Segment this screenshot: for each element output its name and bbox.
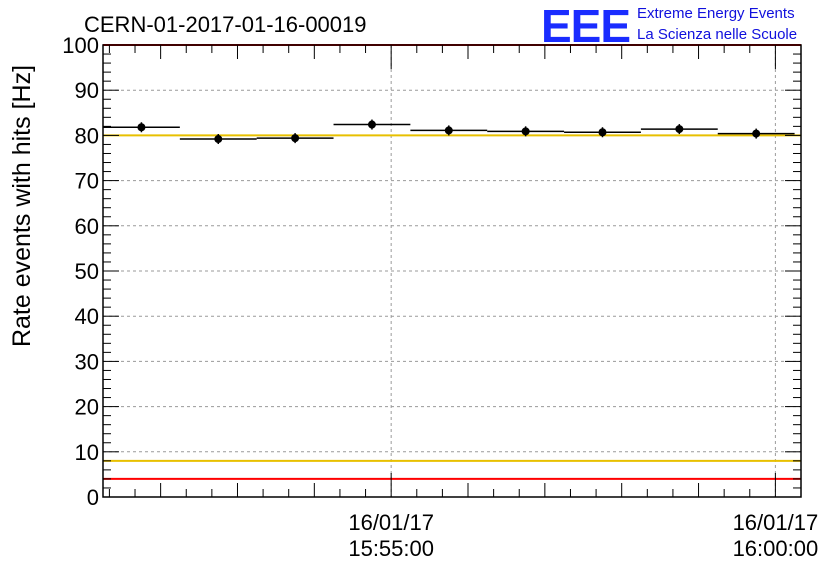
data-points [103, 119, 795, 145]
y-axis-label: Rate events with hits [Hz] [8, 65, 36, 347]
y-tick-label: 10 [75, 440, 99, 465]
data-point [752, 129, 761, 138]
eee-logo: EEE Extreme Energy Events La Scienza nel… [541, 0, 797, 52]
y-tick-label: 70 [75, 169, 99, 194]
logo-mark: EEE [541, 0, 630, 52]
x-tick-label-time: 16:00:00 [733, 536, 819, 561]
y-tick-label: 20 [75, 395, 99, 420]
chart-title: CERN-01-2017-01-16-00019 [84, 12, 367, 37]
y-tick-label: 90 [75, 78, 99, 103]
axes: 010203040506070809010016/01/1715:55:0016… [62, 33, 818, 561]
grid [103, 45, 801, 497]
data-point [675, 125, 684, 134]
y-tick-label: 30 [75, 349, 99, 374]
y-tick-label: 0 [87, 485, 99, 510]
y-tick-label: 50 [75, 259, 99, 284]
x-tick-label-date: 16/01/17 [348, 510, 434, 535]
data-point [291, 134, 300, 143]
y-tick-label: 80 [75, 123, 99, 148]
data-point [214, 135, 223, 144]
y-tick-label: 40 [75, 304, 99, 329]
data-point [367, 120, 376, 129]
logo-line-2: La Scienza nelle Scuole [637, 26, 797, 43]
data-point [137, 123, 146, 132]
x-tick-label-time: 15:55:00 [348, 536, 434, 561]
data-point [598, 128, 607, 137]
logo-line-1: Extreme Energy Events [637, 5, 795, 22]
reference-lines [103, 44, 801, 480]
data-point [521, 127, 530, 136]
x-tick-label-date: 16/01/17 [733, 510, 819, 535]
data-point [444, 126, 453, 135]
y-tick-label: 100 [62, 33, 99, 58]
y-tick-label: 60 [75, 214, 99, 239]
